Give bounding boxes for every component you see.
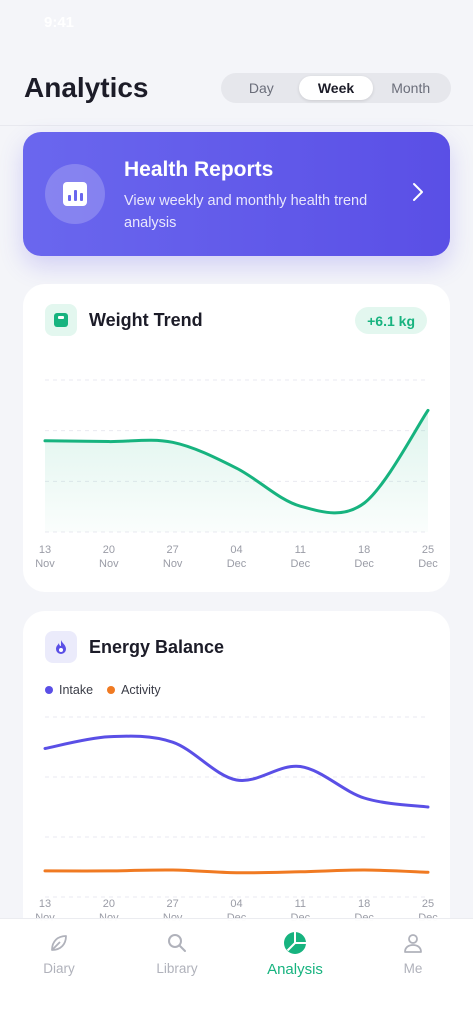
flame-icon [45,631,77,663]
search-icon [168,934,186,952]
legend-activity: Activity [107,683,161,697]
reports-title: Health Reports [124,158,274,181]
period-selector: Day Week Month [221,73,451,103]
tab-me[interactable]: Me [354,919,472,989]
weight-chart: 13 Nov 20 Nov 27 Nov 04 Dec 11 Dec 18 Dec 25 Dec [35,379,438,570]
pie-chart-icon [284,932,306,954]
segment-month[interactable]: Month [391,80,431,96]
tab-diary-label: Diary [43,961,75,976]
energy-balance-card: Energy Balance Intake Activity 13Nov20No… [23,611,450,941]
leaf-icon [51,935,67,951]
legend-activity-label: Activity [121,683,161,697]
series-area [45,410,428,532]
series-line-activity [43,868,430,875]
tab-me-label: Me [403,961,423,976]
tab-analysis[interactable]: Analysis [236,919,354,989]
weight-card-title: Weight Trend [89,310,203,330]
tab-library-label: Library [156,961,198,976]
weight-change-badge: +6.1 kg [355,307,427,334]
legend-activity-dot [107,686,116,694]
legend-intake: Intake [45,683,93,697]
page-title: Analytics [24,72,149,103]
header: Analytics Day Week Month [0,60,473,126]
weight-trend-card: Weight Trend +6.1 kg 13 Nov 20 Nov 27 Nov 04 De… [23,284,450,592]
status-time: 9:41 [44,14,75,31]
segment-week[interactable]: Week [298,76,374,100]
status-bar: 9:41 [0,0,473,48]
energy-card-title: Energy Balance [89,637,225,657]
reports-subtitle: View weekly and monthly health trend ana… [124,193,368,231]
person-icon [404,934,422,953]
series-line-intake [43,734,430,809]
series-line-weight [43,408,430,515]
tab-bar: Diary Library Analysis Me [0,918,473,1024]
tab-library[interactable]: Library [118,919,236,989]
tab-diary[interactable]: Diary [0,919,118,989]
chevron-right-icon [413,183,423,201]
bar-chart-icon [45,164,105,224]
health-reports-card[interactable]: Health Reports View weekly and monthly h… [23,132,450,256]
legend-intake-label: Intake [59,683,94,697]
energy-legend: Intake Activity [45,683,161,697]
legend-intake-dot [45,686,53,694]
scale-icon [45,304,77,336]
segment-day[interactable]: Day [248,80,274,96]
tab-analysis-label: Analysis [267,961,323,978]
